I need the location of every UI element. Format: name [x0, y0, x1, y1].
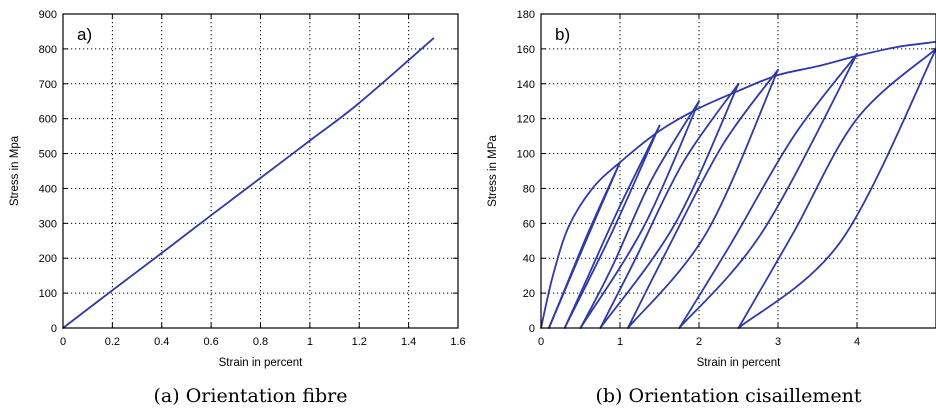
chart-b-y-tick-label: 180	[517, 9, 535, 21]
chart-b-x-tick-label: 4	[854, 336, 860, 348]
chart-b-panel-label: b)	[555, 25, 570, 44]
chart-b-series-line-7	[599, 82, 740, 329]
chart-a-y-tick-label: 900	[39, 9, 57, 21]
chart-a-y-tick-label: 400	[39, 183, 57, 195]
chart-a-y-tick-label: 500	[39, 149, 57, 161]
chart-b-y-tick-label: 140	[517, 79, 535, 91]
chart-b-series-line-2	[548, 161, 621, 329]
chart-a-y-tick-label: 200	[39, 253, 57, 265]
chart-b-x-tick-label: 0	[538, 336, 544, 348]
chart-a-y-tick-label: 300	[39, 218, 57, 230]
chart-b-series-line-3	[563, 124, 661, 329]
chart-a-x-axis-label: Strain in percent	[219, 357, 304, 369]
chart-b-frame	[540, 13, 936, 329]
chart-a: 0 0.2 0.4 0.6 0.8 1 1.2 1.4 1.6 0 100 200 300 400 500 6…	[9, 9, 466, 407]
chart-b-series-line-11	[678, 53, 858, 329]
chart-b-y-tick-label: 80	[523, 183, 535, 195]
chart-b-series-line-5	[579, 100, 700, 329]
chart-b-y-tick-label: 60	[523, 218, 535, 230]
chart-a-x-tick-label: 0	[60, 336, 66, 348]
chart-b-x-tick-label: 1	[617, 336, 623, 348]
chart-b-series-line-14	[737, 48, 936, 329]
chart-b-x-axis-label: Strain in percent	[697, 357, 782, 369]
chart-a-y-tick-label: 700	[39, 79, 57, 91]
chart-a-y-tick-label: 800	[39, 44, 57, 56]
chart-a-y-tick-label: 0	[51, 323, 57, 335]
chart-b-x-tick-label: 2	[696, 336, 702, 348]
chart-b-y-tick-label: 100	[517, 149, 535, 161]
chart-b-y-tick-label: 20	[523, 288, 535, 300]
chart-b-y-tick-label: 40	[523, 253, 535, 265]
chart-b-y-tick-label: 0	[529, 323, 535, 335]
chart-b-y-tick-label: 160	[517, 44, 535, 56]
chart-a-caption: (a) Orientation fibre	[154, 385, 348, 407]
chart-b-y-tick-label: 120	[517, 114, 535, 126]
chart-a-x-tick-label: 0.4	[154, 336, 169, 348]
chart-b-series-line-13	[737, 48, 936, 329]
chart-a-x-tick-label: 1	[307, 336, 313, 348]
chart-a-y-tick-label: 100	[39, 288, 57, 300]
chart-a-x-tick-label: 0.6	[203, 336, 218, 348]
chart-b-series-line-8	[599, 82, 740, 329]
chart-b-caption: (b) Orientation cisaillement	[595, 385, 861, 407]
chart-b-x-tick-label: 3	[775, 336, 781, 348]
chart-a-x-tick-label: 1.4	[401, 336, 416, 348]
chart-b-series-line-4	[563, 124, 661, 329]
chart-a-series-line-0	[62, 37, 435, 329]
chart-b-series-line-10	[627, 68, 779, 329]
chart-b-series-line-9	[627, 68, 779, 329]
chart-a-y-axis-label: Stress in Mpa	[9, 135, 21, 206]
chart-a-y-tick-label: 600	[39, 114, 57, 126]
chart-b-series-line-12	[678, 53, 858, 329]
chart-b-series-line-6	[579, 100, 700, 329]
chart-a-x-tick-label: 1.2	[352, 336, 367, 348]
chart-a-panel-label: a)	[77, 25, 92, 44]
chart-b-y-axis-label: Stress in MPa	[487, 135, 499, 207]
chart-a-x-tick-label: 0.8	[253, 336, 268, 348]
chart-a-x-tick-label: 1.6	[450, 336, 465, 348]
chart-a-x-tick-label: 0.2	[105, 336, 120, 348]
